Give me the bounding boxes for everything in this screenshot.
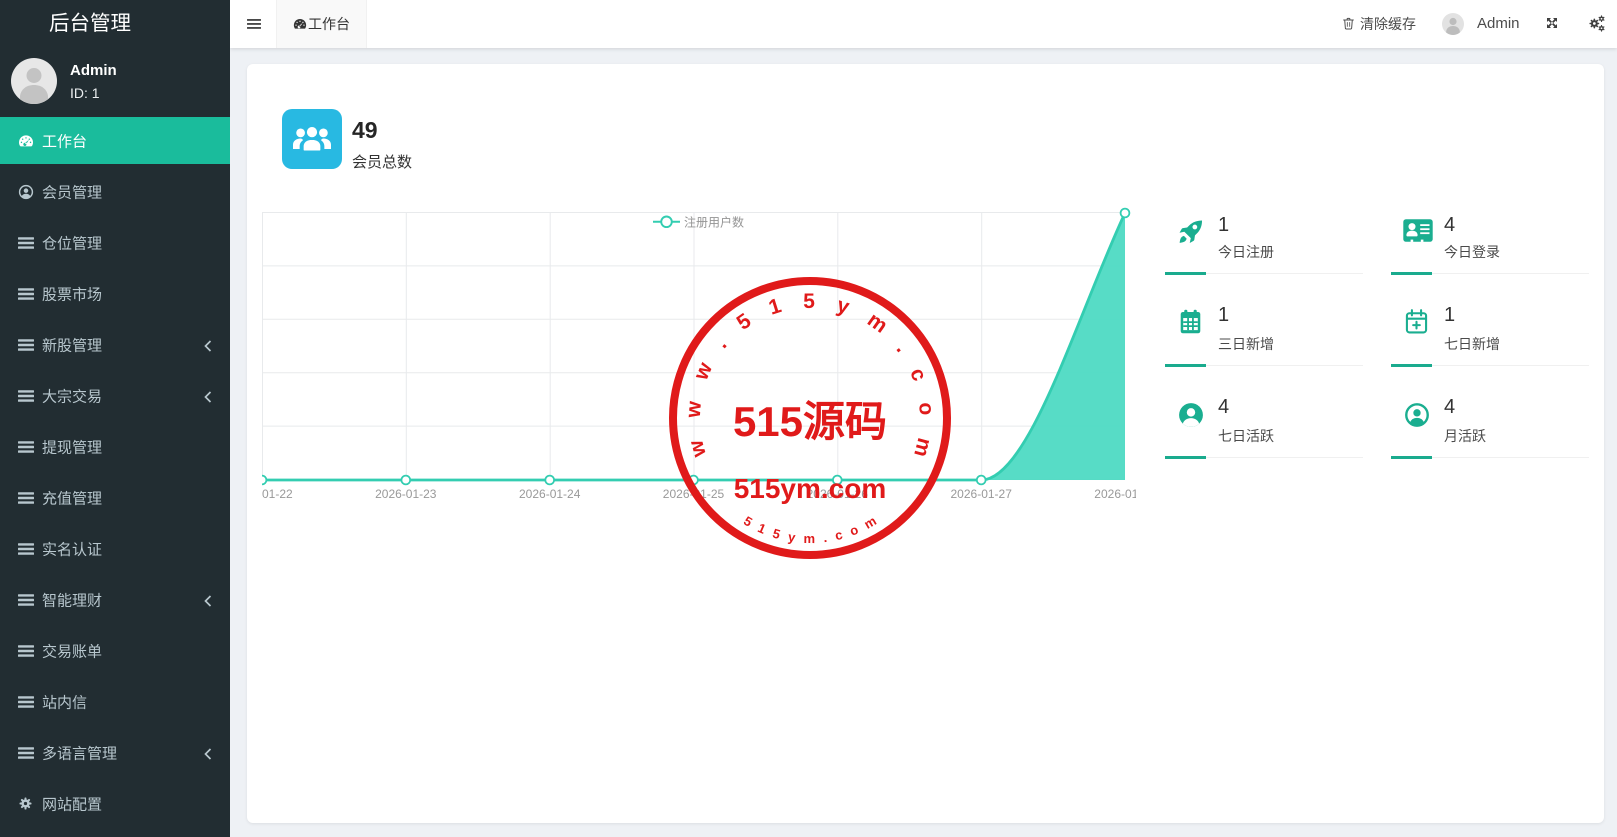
svg-text:2026-01-28: 2026-01-28 (1094, 487, 1136, 501)
svg-text:2026-01-26: 2026-01-26 (807, 487, 869, 501)
svg-text:注册用户数: 注册用户数 (684, 214, 744, 229)
svg-text:515源码: 515源码 (733, 398, 887, 445)
svg-text:515ym.com: 515ym.com (734, 473, 887, 504)
svg-text:2026-01-22: 2026-01-22 (262, 487, 293, 501)
svg-text:515ym.com: 515ym.com (741, 513, 879, 546)
svg-text:2026-01-24: 2026-01-24 (519, 487, 581, 501)
svg-text:2026-01-23: 2026-01-23 (375, 487, 437, 501)
svg-text:2026-01-27: 2026-01-27 (951, 487, 1013, 501)
